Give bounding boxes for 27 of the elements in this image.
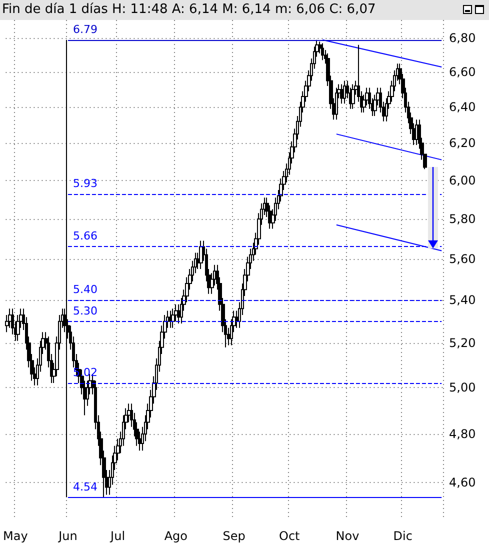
y-tick-label: 6,40	[449, 100, 476, 114]
ref-line-label: 6.79	[72, 22, 98, 36]
chart-title: Fin de día 1 días H: 11:48 A: 6,14 M: 6,14 m: 6,06 C: 6,07	[0, 0, 489, 20]
y-tick-label: 5,80	[449, 212, 476, 226]
x-tick-label: Jun	[58, 529, 78, 543]
x-tick-label: May	[2, 529, 28, 543]
y-tick-label: 5,20	[449, 336, 476, 350]
y-tick-label: 5,60	[449, 252, 476, 266]
ref-line-label: 5.66	[72, 230, 98, 243]
x-tick-label: Jul	[110, 529, 126, 543]
x-tick-label: Oct	[279, 529, 300, 543]
x-tick-label: Dic	[393, 529, 412, 543]
y-tick-label: 6,60	[449, 65, 476, 80]
y-tick-label: 4,60	[449, 475, 476, 490]
y-tick-label: 5,40	[449, 293, 476, 308]
y-tick-label: 5,00	[449, 380, 476, 395]
ref-line-label: 5.93	[72, 176, 98, 190]
y-tick-label: 6,80	[449, 31, 476, 46]
ref-line-label: 5.40	[72, 283, 98, 296]
x-tick-label: Ago	[164, 529, 188, 543]
y-tick-label: 6,20	[449, 136, 476, 150]
x-tick-label: Nov	[336, 529, 360, 543]
ref-line-label: 4.54	[72, 480, 98, 494]
x-tick-label: Sep	[222, 529, 246, 543]
y-tick-label: 6,00	[449, 173, 476, 188]
y-tick-label: 4,80	[449, 426, 476, 441]
ref-line-label: 5.30	[72, 304, 98, 318]
